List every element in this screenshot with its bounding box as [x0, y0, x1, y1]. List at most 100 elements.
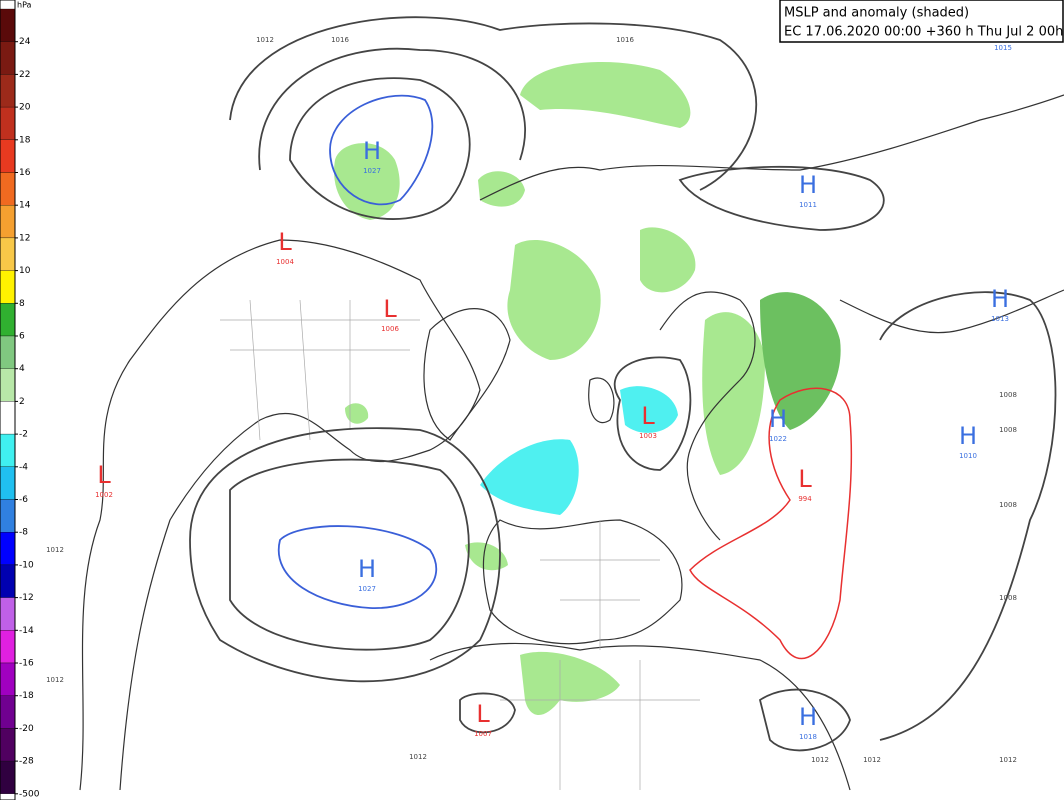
colorbar-swatch [0, 466, 16, 500]
center-letter: H [991, 285, 1009, 313]
colorbar-label: 10 [19, 266, 31, 276]
colorbar-label: -12 [19, 593, 34, 603]
isobar-label: 1012 [46, 546, 64, 554]
colorbar-label: 16 [19, 168, 31, 178]
center-value: 1003 [639, 432, 657, 440]
header-subtitle: EC 17.06.2020 00:00 +360 h Thu Jul 2 00h… [784, 25, 1064, 40]
colorbar-swatch [0, 368, 16, 402]
colorbar-swatch [0, 139, 16, 173]
colorbar-label: 18 [19, 135, 31, 145]
center-value: 994 [798, 495, 812, 503]
center-value: 1006 [381, 325, 399, 333]
header-frame [779, 0, 1064, 43]
colorbar-label: -28 [19, 757, 34, 767]
colorbar-swatch [0, 499, 16, 533]
pressure-centers: H 1027 L 1004 L 1006 H 1027 L 1002 L 1003 H 1022 L 994 H… [95, 137, 1009, 741]
colorbar-label: 2 [19, 397, 25, 407]
colorbar-label: 12 [19, 233, 30, 243]
colorbar-label: -8 [19, 528, 28, 538]
colorbar-swatch [0, 335, 16, 369]
colorbar-swatch [0, 532, 16, 566]
colorbar-label: -4 [19, 462, 28, 472]
isobar-label: 1016 [331, 36, 349, 44]
colorbar-label: 6 [19, 332, 25, 342]
colorbar-label: 20 [19, 103, 31, 113]
colorbar-label: -20 [19, 724, 34, 734]
colorbar-swatch [0, 8, 16, 42]
center-letter: L [476, 700, 490, 728]
colorbar-label: 8 [19, 299, 25, 309]
center-value: 1007 [474, 730, 492, 738]
colorbar-swatch [0, 760, 16, 794]
center-letter: H [358, 555, 376, 583]
colorbar-swatch [0, 106, 16, 140]
center-letter: H [799, 703, 817, 731]
colorbar-label: -500 [19, 789, 40, 799]
colorbar-swatch [0, 433, 16, 467]
isobar-label: 1012 [46, 676, 64, 684]
center-letter: H [769, 405, 787, 433]
center-value: 1022 [769, 435, 787, 443]
colorbar-swatch [0, 237, 16, 271]
isobar-label: 1012 [256, 36, 274, 44]
colorbar-label: -14 [19, 626, 34, 636]
colorbar-label: -2 [19, 430, 28, 440]
colorbar-label: -16 [19, 659, 34, 669]
colorbar-swatch [0, 205, 16, 239]
center-value: 1018 [799, 733, 817, 741]
isobar-label: 1008 [999, 426, 1017, 434]
anomaly-shading [334, 62, 841, 715]
colorbar-unit: hPa [17, 1, 32, 10]
isobar-label: 1012 [863, 756, 881, 764]
colorbar-swatch [0, 270, 16, 304]
isobar-label: 1016 [616, 36, 634, 44]
colorbar-label: -10 [19, 560, 34, 570]
center-value: 1013 [991, 315, 1009, 323]
center-letter: H [799, 171, 817, 199]
colorbar-label: 4 [19, 364, 25, 374]
colorbar-swatch [0, 303, 16, 337]
center-value: 1004 [276, 258, 294, 266]
colorbar-swatch [0, 597, 16, 631]
center-letter: L [798, 465, 812, 493]
colorbar-swatch [0, 41, 16, 75]
header-box: MSLP and anomaly (shaded) EC 17.06.2020 … [779, 0, 1064, 43]
colorbar-swatch [0, 564, 16, 598]
isobar-label: 1015 [994, 44, 1012, 52]
center-letter: H [363, 137, 381, 165]
colorbar-swatch [0, 74, 16, 108]
colorbar-swatch [0, 401, 16, 435]
colorbar-label: 24 [19, 37, 31, 47]
colorbar-swatch [0, 630, 16, 664]
center-value: 1011 [799, 201, 817, 209]
isobar-label: 1008 [999, 391, 1017, 399]
center-value: 1010 [959, 452, 977, 460]
center-letter: L [383, 295, 397, 323]
colorbar-label: -6 [19, 495, 28, 505]
isobar-label: 1012 [999, 756, 1017, 764]
center-letter: L [641, 402, 655, 430]
colorbar-swatch [0, 695, 16, 729]
center-letter: L [97, 461, 111, 489]
center-value: 1002 [95, 491, 113, 499]
colorbar-label: 14 [19, 201, 31, 211]
isobar-label: 1012 [811, 756, 829, 764]
isobars [189, 16, 1057, 752]
isobar-label: 1012 [409, 753, 427, 761]
center-letter: H [959, 422, 977, 450]
center-value: 1027 [363, 167, 381, 175]
colorbar-label: 22 [19, 70, 30, 80]
center-value: 1027 [358, 585, 376, 593]
isobar-label: 1008 [999, 594, 1017, 602]
center-letter: L [278, 228, 292, 256]
colorbar-swatch [0, 662, 16, 696]
colorbar-swatch [0, 172, 16, 206]
colorbar: hPa 24 22 20 18 16 14 12 10 8 6 4 2 -2 -4 -6 -8 -10 -12 -1… [0, 0, 40, 801]
colorbar-swatch [0, 728, 16, 762]
isobar-labels: 1012 1016 1016 1015 1008 1008 1008 1008 1012 1012… [46, 36, 1017, 764]
header-title: MSLP and anomaly (shaded) [784, 6, 969, 21]
isobar-label: 1008 [999, 501, 1017, 509]
colorbar-label: -18 [19, 691, 34, 701]
